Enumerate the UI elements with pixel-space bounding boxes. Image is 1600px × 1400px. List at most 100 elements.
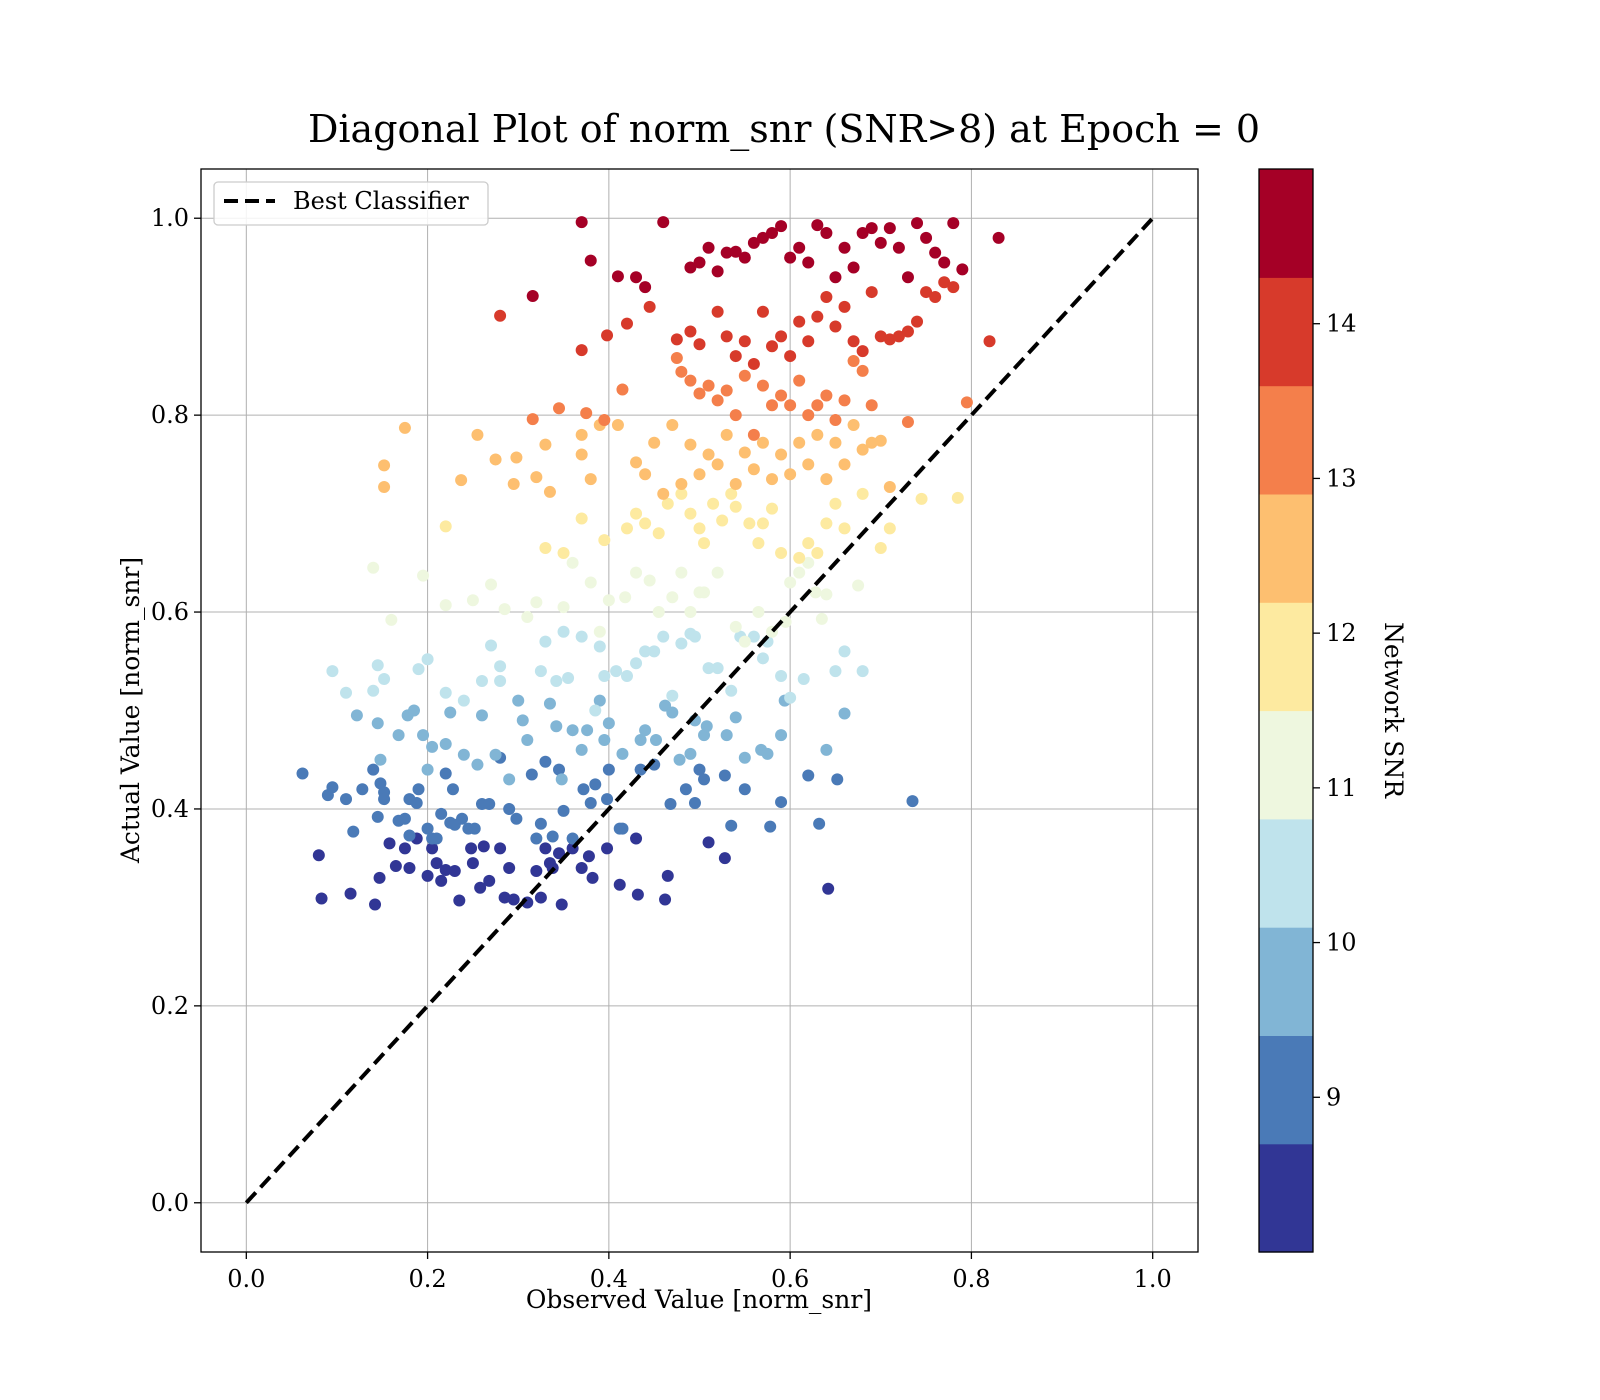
- data-point: [652, 606, 665, 619]
- data-point: [693, 468, 706, 481]
- data-point: [526, 413, 539, 426]
- data-point: [489, 748, 502, 761]
- data-point: [659, 893, 672, 906]
- y-axis-ticks: 0.0 0.2 0.4 0.6 0.8 1.0: [151, 204, 201, 1217]
- data-point: [398, 842, 411, 855]
- data-point: [883, 481, 896, 494]
- data-point: [784, 350, 797, 363]
- colorbar-tick-label: 11: [1326, 774, 1357, 802]
- data-point: [619, 591, 632, 604]
- data-point: [775, 220, 788, 233]
- data-point: [983, 335, 996, 348]
- colorbar-band: [1259, 277, 1313, 387]
- data-point: [630, 657, 643, 670]
- data-point: [648, 436, 661, 449]
- data-point: [738, 335, 751, 348]
- data-point: [947, 217, 960, 230]
- data-point: [398, 421, 411, 434]
- data-point: [581, 724, 594, 737]
- data-point: [775, 389, 788, 402]
- data-point: [367, 763, 380, 776]
- data-point: [643, 300, 656, 313]
- data-point: [494, 660, 507, 673]
- data-point: [673, 753, 686, 766]
- data-point: [720, 330, 733, 343]
- data-point: [557, 625, 570, 638]
- data-point: [312, 849, 325, 862]
- data-point: [575, 630, 588, 643]
- data-point: [738, 783, 751, 796]
- data-point: [929, 246, 942, 259]
- data-point: [711, 305, 724, 318]
- data-point: [369, 898, 382, 911]
- data-point: [426, 842, 439, 855]
- data-point: [700, 720, 713, 733]
- data-point: [775, 670, 788, 683]
- data-point: [525, 768, 538, 781]
- data-point: [367, 561, 380, 574]
- data-point: [465, 842, 478, 855]
- colorbar-tick-label: 9: [1326, 1083, 1341, 1111]
- data-point: [956, 263, 969, 276]
- data-point: [698, 586, 711, 599]
- data-point: [543, 485, 556, 498]
- data-point: [521, 734, 534, 747]
- data-point: [639, 724, 652, 737]
- data-point: [829, 665, 842, 678]
- data-point: [630, 271, 643, 284]
- colorbar-tick-label: 13: [1326, 464, 1357, 492]
- data-point: [718, 769, 731, 782]
- data-point: [784, 691, 797, 704]
- data-point: [747, 428, 760, 441]
- data-point: [439, 520, 452, 533]
- colorbar-band: [1259, 1143, 1313, 1253]
- data-point: [503, 862, 516, 875]
- x-tick-label: 0.8: [952, 1265, 990, 1293]
- data-point: [752, 537, 765, 550]
- data-point: [675, 365, 688, 378]
- data-point: [847, 261, 860, 274]
- data-point: [829, 414, 842, 427]
- data-point: [856, 364, 869, 377]
- data-point: [539, 542, 552, 555]
- data-point: [711, 394, 724, 407]
- data-point: [550, 674, 563, 687]
- data-point: [670, 333, 683, 346]
- data-point: [634, 734, 647, 747]
- data-point: [865, 436, 878, 449]
- data-point: [729, 620, 742, 633]
- data-point: [720, 384, 733, 397]
- data-point: [784, 251, 797, 264]
- data-point: [566, 724, 579, 737]
- data-point: [439, 767, 452, 780]
- data-point: [494, 674, 507, 687]
- data-point: [439, 863, 452, 876]
- data-point: [601, 842, 614, 855]
- data-point: [373, 871, 386, 884]
- data-point: [378, 459, 391, 472]
- data-point: [367, 684, 380, 697]
- data-point: [385, 613, 398, 626]
- data-point: [584, 797, 597, 810]
- data-point: [992, 231, 1005, 244]
- data-point: [901, 416, 914, 429]
- data-point: [412, 663, 425, 676]
- data-point: [616, 747, 629, 760]
- data-point: [539, 438, 552, 451]
- data-point: [630, 507, 643, 520]
- data-point: [455, 474, 468, 487]
- data-point: [729, 409, 742, 422]
- data-point: [711, 458, 724, 471]
- data-point: [693, 256, 706, 269]
- data-point: [852, 579, 865, 592]
- data-point: [684, 507, 697, 520]
- data-point: [489, 453, 502, 466]
- data-point: [666, 706, 679, 719]
- data-point: [802, 335, 815, 348]
- data-point: [761, 747, 774, 760]
- colorbar-ticks: 9 10 11 12 13 14: [1313, 310, 1357, 1111]
- data-point: [764, 820, 777, 833]
- y-tick-label: 0.8: [151, 401, 189, 429]
- data-point: [793, 374, 806, 387]
- data-point: [534, 817, 547, 830]
